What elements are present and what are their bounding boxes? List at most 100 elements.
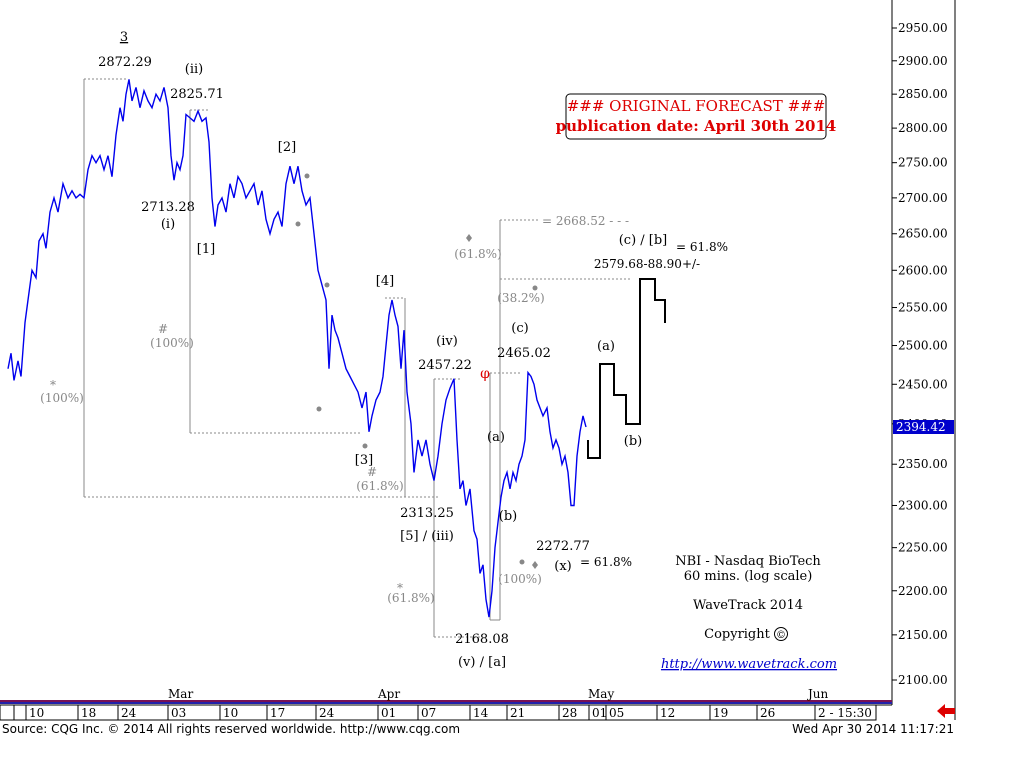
y-tick-label: 2100.00: [898, 673, 948, 687]
time-axis-bar: [0, 700, 892, 704]
annotation-fib-618-mid: (61.8%): [356, 479, 403, 493]
x-tick-label: 24: [121, 706, 137, 720]
last-price-label: 2394.42: [896, 420, 946, 434]
x-tick-label: 17: [270, 706, 285, 720]
annotation-c-small: (c): [511, 321, 528, 336]
annotation-fib-382: (38.2%): [497, 291, 544, 305]
y-tick-label: 2300.00: [898, 498, 948, 512]
annotation-cb: (c) / [b]: [619, 233, 668, 248]
annotation-2272: 2272.77: [536, 539, 590, 554]
fib-diamond: [466, 234, 472, 242]
annotation-fib-618-top: (61.8%): [454, 247, 501, 261]
guide-lines: [83, 78, 630, 638]
fib-dot: [324, 282, 330, 288]
y-tick-label: 2550.00: [898, 301, 948, 315]
y-tick-label: 2650.00: [898, 227, 948, 241]
copyright-icon: [774, 627, 788, 641]
annotation-fa: (a): [597, 339, 615, 354]
annotation-2465: 2465.02: [497, 346, 551, 361]
wave-annotations: 3 2872.29 (ii) 2825.71 2713.28 (i) [1] [2] [3] [4…: [40, 30, 728, 670]
annotation-phi: φ: [480, 366, 490, 382]
y-tick-label: 2800.00: [898, 121, 948, 135]
annotation-2872: 2872.29: [98, 55, 152, 70]
annotation-2668: = 2668.52 - - -: [542, 214, 629, 228]
info-title: NBI - Nasdaq BioTech: [675, 554, 821, 569]
y-tick-label: 2900.00: [898, 54, 948, 68]
x-month-label: Apr: [377, 687, 400, 701]
x-tick-label: 10: [223, 706, 238, 720]
annotation-ii: (ii): [185, 62, 203, 77]
annotation-x: (x): [554, 559, 571, 574]
y-tick-label: 2450.00: [898, 377, 948, 391]
y-tick-label: 2150.00: [898, 628, 948, 642]
copyright-symbol: ©: [776, 630, 786, 641]
x-month-label: Mar: [168, 687, 193, 701]
time-axis-cap: [0, 704, 15, 721]
annotation-2825: 2825.71: [170, 87, 224, 102]
y-tick-label: 2950.00: [898, 21, 948, 35]
fib-dot: [295, 221, 301, 227]
annotation-fib-star1: *: [50, 378, 56, 392]
annotation-iv: (iv): [436, 334, 458, 349]
annotation-fib-100-a: (100%): [150, 336, 194, 350]
info-copyright: Copyright: [704, 627, 771, 642]
forecast-title: ### ORIGINAL FORECAST ###: [567, 97, 826, 115]
y-tick-label: 2350.00: [898, 457, 948, 471]
x-axis-ticks: 10 18 24 03 10 17 24 01 07 14 21 28 01 05 12 19 26 2 - 15…: [25, 705, 872, 720]
source-credit: Source: CQG Inc. © 2014 All rights reser…: [2, 722, 461, 736]
x-tick-label: 01: [381, 706, 396, 720]
x-tick-label: 26: [760, 706, 775, 720]
annotation-cb-fib: = 61.8%: [676, 240, 728, 254]
annotation-b-small: (b): [499, 509, 517, 524]
annotation-va: (v) / [a]: [458, 655, 506, 670]
forecast-box: [565, 93, 827, 140]
annotation-fib-hash1: #: [158, 322, 168, 336]
y-tick-label: 2200.00: [898, 584, 948, 598]
x-month-label: Jun: [806, 687, 829, 701]
price-line: [7, 79, 587, 618]
x-tick-label: 03: [171, 706, 186, 720]
y-tick-label: 2500.00: [898, 339, 948, 353]
annotation-target: 2579.68-88.90+/-: [594, 257, 700, 271]
annotation-5iii: [5] / (iii): [400, 529, 454, 544]
x-tick-label: 05: [609, 706, 624, 720]
x-tick-label: 01: [592, 706, 607, 720]
y-tick-label: 2700.00: [898, 191, 948, 205]
x-tick-label: 19: [713, 706, 728, 720]
fib-diamond: [532, 561, 538, 569]
x-tick-label: 21: [510, 706, 525, 720]
x-tick-label: 24: [319, 706, 335, 720]
info-brand: WaveTrack 2014: [693, 598, 803, 613]
info-timeframe: 60 mins. (log scale): [684, 569, 813, 584]
annotation-x-fib: = 61.8%: [580, 555, 632, 569]
annotation-2457: 2457.22: [418, 358, 472, 373]
x-month-label: May: [588, 687, 614, 701]
fib-dot: [304, 173, 310, 179]
annotation-3: 3: [120, 30, 128, 45]
x-tick-label: 12: [660, 706, 675, 720]
annotation-a-small: (a): [487, 430, 505, 445]
annotation-2168: 2168.08: [455, 632, 509, 647]
fib-dot: [362, 443, 368, 449]
annotation-b3: [3]: [355, 453, 373, 468]
annotation-2313: 2313.25: [400, 506, 454, 521]
y-tick-label: 2250.00: [898, 541, 948, 555]
scroll-left-arrow-icon[interactable]: [937, 704, 955, 718]
annotation-2713: 2713.28: [141, 200, 195, 215]
annotation-b4: [4]: [376, 274, 394, 289]
x-tick-label: 2 - 15:30: [818, 706, 872, 720]
info-url[interactable]: http://www.wavetrack.com: [661, 657, 837, 672]
y-tick-label: 2750.00: [898, 156, 948, 170]
annotation-fib-100-b: (100%): [40, 391, 84, 405]
annotation-fib-star2: *: [397, 581, 403, 595]
y-tick-label: 2850.00: [898, 87, 948, 101]
time-axis-box: [13, 704, 877, 721]
annotation-b1: [1]: [197, 242, 215, 257]
forecast-path: [587, 278, 666, 459]
fib-dot: [519, 559, 525, 565]
annotation-i: (i): [161, 217, 175, 232]
x-tick-label: 28: [562, 706, 577, 720]
annotation-fib-hash2: #: [367, 465, 377, 479]
fib-dot: [532, 285, 538, 291]
